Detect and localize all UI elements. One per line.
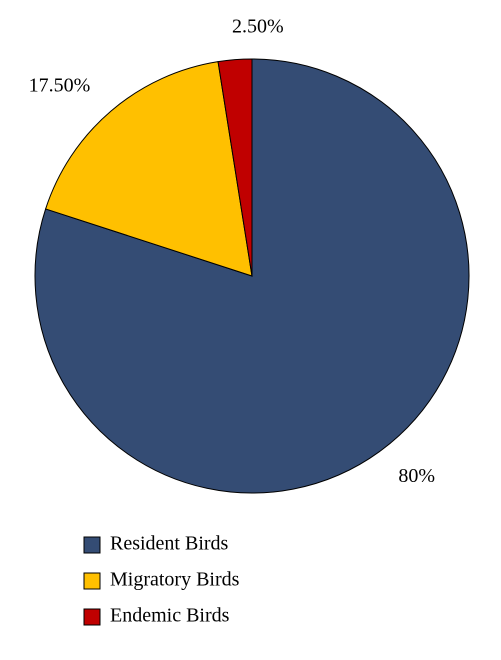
legend-label: Migratory Birds (110, 569, 240, 591)
data-label: 80% (398, 465, 435, 487)
legend-swatch (83, 536, 101, 554)
legend-label: Resident Birds (110, 533, 229, 555)
pie-slice (217, 58, 253, 277)
legend-swatch (83, 572, 101, 590)
legend-label: Endemic Birds (110, 605, 230, 627)
data-label: 2.50% (232, 15, 284, 37)
pie-slice (44, 61, 253, 277)
data-label: 17.50% (29, 74, 91, 96)
legend-swatch (83, 608, 101, 626)
